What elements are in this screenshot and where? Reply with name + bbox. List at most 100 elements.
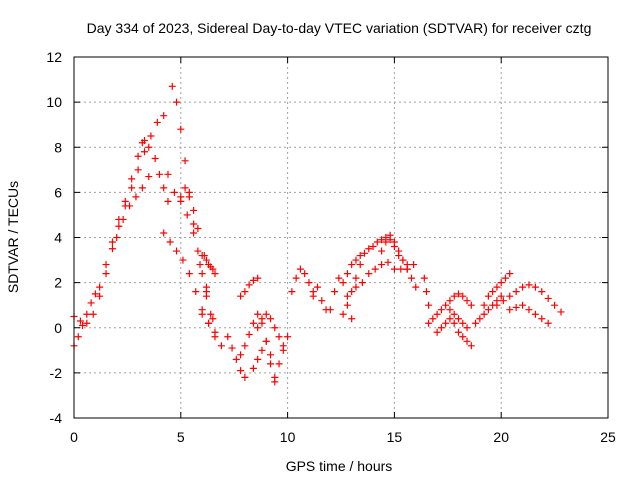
data-point: [450, 310, 458, 318]
data-point: [343, 292, 351, 300]
data-point: [352, 256, 360, 264]
y-tick-label: -4: [50, 410, 63, 426]
data-point: [538, 315, 546, 323]
data-point: [202, 292, 210, 300]
data-point: [397, 265, 405, 273]
data-point: [202, 256, 210, 264]
data-point: [211, 270, 219, 278]
data-point: [200, 252, 208, 260]
data-point: [422, 288, 430, 296]
data-point: [102, 261, 110, 269]
data-point: [249, 364, 257, 372]
data-point: [459, 333, 467, 341]
data-point: [267, 315, 275, 323]
series-arc-12: [224, 333, 249, 381]
data-point: [170, 188, 178, 196]
data-point: [407, 274, 415, 282]
data-point: [245, 281, 253, 289]
data-point: [108, 245, 116, 253]
data-point: [551, 301, 559, 309]
data-point: [442, 301, 450, 309]
data-point: [151, 155, 159, 163]
data-point: [450, 292, 458, 300]
data-point: [433, 310, 441, 318]
data-point: [292, 274, 300, 282]
data-point: [446, 297, 454, 305]
data-point: [352, 274, 360, 282]
data-point: [209, 315, 217, 323]
data-point: [314, 283, 322, 291]
data-point: [512, 303, 520, 311]
data-point: [386, 231, 394, 239]
x-axis-title: GPS time / hours: [286, 458, 393, 474]
data-point: [450, 319, 458, 327]
data-point: [305, 279, 313, 287]
data-point: [145, 143, 153, 151]
data-point: [190, 229, 198, 237]
data-point: [525, 306, 533, 314]
data-point: [480, 310, 488, 318]
data-point: [254, 355, 262, 363]
data-point: [472, 319, 480, 327]
data-point: [115, 222, 123, 230]
data-point: [467, 342, 475, 350]
data-point: [390, 265, 398, 273]
data-point: [185, 270, 193, 278]
data-point: [454, 315, 462, 323]
data-point: [185, 193, 193, 201]
data-point: [531, 283, 539, 291]
data-point: [365, 270, 373, 278]
data-point: [177, 193, 185, 201]
data-point: [228, 344, 236, 352]
data-point: [437, 324, 445, 332]
data-point: [164, 197, 172, 205]
data-point: [196, 261, 204, 269]
data-point: [207, 310, 215, 318]
series-arc-32: [506, 301, 552, 327]
data-point: [557, 308, 565, 316]
data-point: [378, 236, 386, 244]
data-point: [91, 290, 99, 298]
data-point: [348, 315, 356, 323]
data-point: [484, 306, 492, 314]
data-point: [279, 346, 287, 354]
data-point: [262, 310, 270, 318]
data-point: [288, 288, 296, 296]
data-point: [373, 238, 381, 246]
data-point: [544, 294, 552, 302]
data-point: [343, 301, 351, 309]
y-tick-label: -2: [50, 365, 63, 381]
data-point: [173, 247, 181, 255]
data-point: [190, 220, 198, 228]
data-point: [87, 299, 95, 307]
series-arc-29: [472, 292, 505, 327]
y-axis-title: SDTVAR / TECUs: [5, 181, 21, 293]
data-point: [390, 238, 398, 246]
data-point: [271, 324, 279, 332]
series-arc-26: [425, 301, 471, 332]
data-point: [497, 279, 505, 287]
data-point: [369, 243, 377, 251]
x-tick-label: 25: [600, 429, 616, 445]
data-point: [425, 301, 433, 309]
data-point: [538, 288, 546, 296]
data-point: [83, 310, 91, 318]
data-point: [437, 306, 445, 314]
series-arc-21: [339, 261, 364, 318]
data-point: [241, 342, 249, 350]
data-point: [360, 249, 368, 257]
data-point: [275, 360, 283, 368]
data-point: [348, 288, 356, 296]
data-point: [371, 265, 379, 273]
data-point: [102, 270, 110, 278]
data-point: [237, 367, 245, 375]
y-tick-label: 6: [54, 184, 62, 200]
x-tick-label: 20: [493, 429, 509, 445]
x-tick-label: 15: [387, 429, 403, 445]
data-point: [378, 261, 386, 269]
data-point: [309, 292, 317, 300]
data-point: [202, 283, 210, 291]
y-tick-label: 8: [54, 139, 62, 155]
